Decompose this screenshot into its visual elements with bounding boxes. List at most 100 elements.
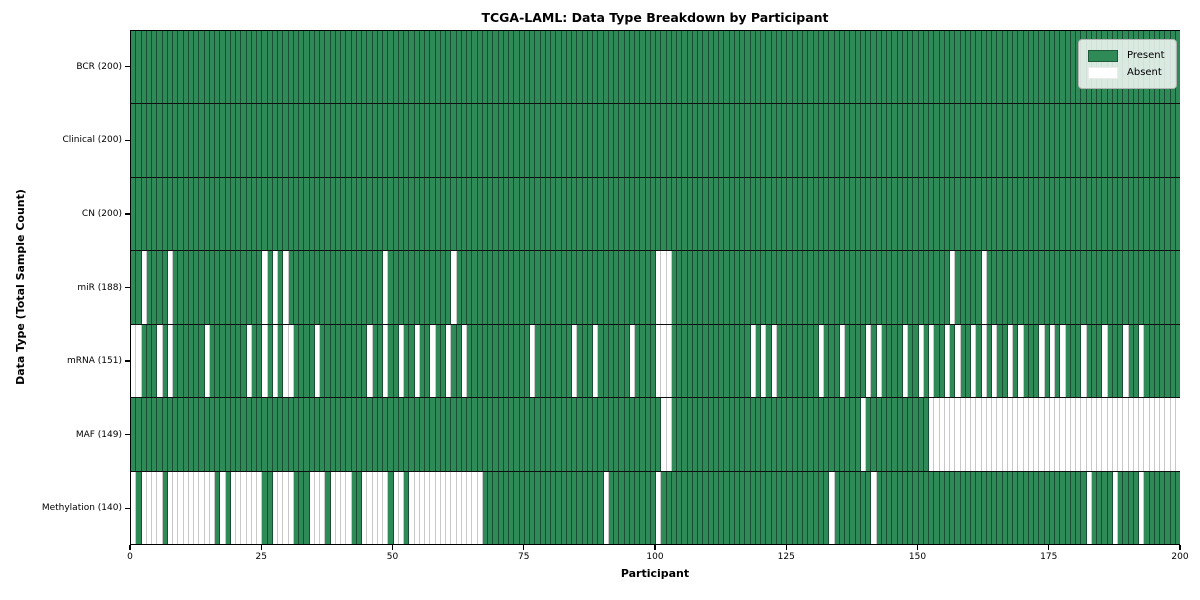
heatmap-cell <box>656 471 662 544</box>
heatmap-cell <box>393 471 399 544</box>
heatmap-cell <box>446 177 452 251</box>
heatmap-cell <box>787 471 793 544</box>
heatmap-cell <box>503 324 509 398</box>
heatmap-cell <box>603 471 609 544</box>
heatmap-cell <box>204 31 210 104</box>
heatmap-cell <box>451 398 457 471</box>
heatmap-cell <box>587 471 593 544</box>
heatmap-cell <box>404 104 410 177</box>
heatmap-cell <box>729 177 735 251</box>
heatmap-cell <box>561 324 567 398</box>
heatmap-cell <box>1118 471 1124 544</box>
heatmap-cell <box>488 398 494 471</box>
heatmap-cell <box>1044 104 1050 177</box>
heatmap-cell <box>341 471 347 544</box>
legend-absent-label: Absent <box>1127 67 1162 78</box>
heatmap-cell <box>908 104 914 177</box>
heatmap-cell <box>288 31 294 104</box>
heatmap-cell <box>614 31 620 104</box>
heatmap-cell <box>572 251 578 324</box>
heatmap-cell <box>1076 251 1082 324</box>
heatmap-cell <box>251 471 257 544</box>
heatmap-cell <box>257 177 263 251</box>
heatmap-cell <box>692 177 698 251</box>
heatmap-cell <box>136 104 142 177</box>
heatmap-cell <box>304 398 310 471</box>
heatmap-cell <box>887 324 893 398</box>
heatmap-cell <box>325 251 331 324</box>
heatmap-cell <box>540 104 546 177</box>
heatmap-cell <box>635 251 641 324</box>
heatmap-cell <box>834 177 840 251</box>
heatmap-cell <box>950 104 956 177</box>
heatmap-cell <box>1086 471 1092 544</box>
heatmap-cell <box>713 177 719 251</box>
heatmap-cell <box>860 324 866 398</box>
heatmap-cell <box>362 398 368 471</box>
heatmap-cell <box>950 471 956 544</box>
heatmap-cell <box>246 398 252 471</box>
heatmap-cell <box>246 104 252 177</box>
heatmap-cell <box>131 104 137 177</box>
heatmap-cell <box>241 398 247 471</box>
heatmap-cell <box>766 324 772 398</box>
heatmap-cell <box>608 324 614 398</box>
heatmap-cell <box>267 471 273 544</box>
heatmap-cell <box>734 251 740 324</box>
heatmap-cell <box>671 398 677 471</box>
x-tick-mark <box>654 545 656 550</box>
heatmap-cell <box>1023 104 1029 177</box>
heatmap-cell <box>409 177 415 251</box>
heatmap-cell <box>640 31 646 104</box>
heatmap-cell <box>482 177 488 251</box>
heatmap-cell <box>299 31 305 104</box>
heatmap-cell <box>283 398 289 471</box>
heatmap-cell <box>976 104 982 177</box>
y-tick-label-mRNA: mRNA (151) <box>67 356 122 367</box>
heatmap-cell <box>493 251 499 324</box>
heatmap-cell <box>1049 104 1055 177</box>
heatmap-cell <box>498 471 504 544</box>
heatmap-cell <box>755 324 761 398</box>
heatmap-cell <box>855 104 861 177</box>
heatmap-cell <box>456 104 462 177</box>
heatmap-cell <box>1175 398 1180 471</box>
heatmap-cell <box>792 398 798 471</box>
heatmap-cell <box>608 177 614 251</box>
heatmap-cell <box>577 398 583 471</box>
heatmap-cell <box>824 251 830 324</box>
heatmap-cell <box>341 31 347 104</box>
heatmap-cell <box>173 471 179 544</box>
heatmap-cell <box>955 177 961 251</box>
heatmap-cell <box>503 251 509 324</box>
heatmap-cell <box>514 251 520 324</box>
heatmap-cell <box>629 177 635 251</box>
heatmap-cell <box>1175 104 1180 177</box>
heatmap-cell <box>934 251 940 324</box>
heatmap-cell <box>614 471 620 544</box>
heatmap-cell <box>829 324 835 398</box>
heatmap-cell <box>908 324 914 398</box>
heatmap-cell <box>808 251 814 324</box>
heatmap-cell <box>451 251 457 324</box>
heatmap-cell <box>493 471 499 544</box>
heatmap-cell <box>1149 324 1155 398</box>
heatmap-cell <box>551 31 557 104</box>
heatmap-cell <box>797 471 803 544</box>
heatmap-cell <box>824 104 830 177</box>
heatmap-cell <box>1060 398 1066 471</box>
heatmap-cell <box>687 31 693 104</box>
heatmap-cell <box>792 177 798 251</box>
heatmap-cell <box>918 104 924 177</box>
heatmap-cell <box>272 471 278 544</box>
heatmap-cell <box>944 471 950 544</box>
x-tick-label-100: 100 <box>646 552 664 562</box>
heatmap-cell <box>1123 398 1129 471</box>
heatmap-cell <box>514 324 520 398</box>
heatmap-cell <box>398 251 404 324</box>
heatmap-cell <box>335 398 341 471</box>
heatmap-cell <box>509 471 515 544</box>
heatmap-cell <box>362 251 368 324</box>
heatmap-cell <box>976 471 982 544</box>
heatmap-cell <box>435 324 441 398</box>
